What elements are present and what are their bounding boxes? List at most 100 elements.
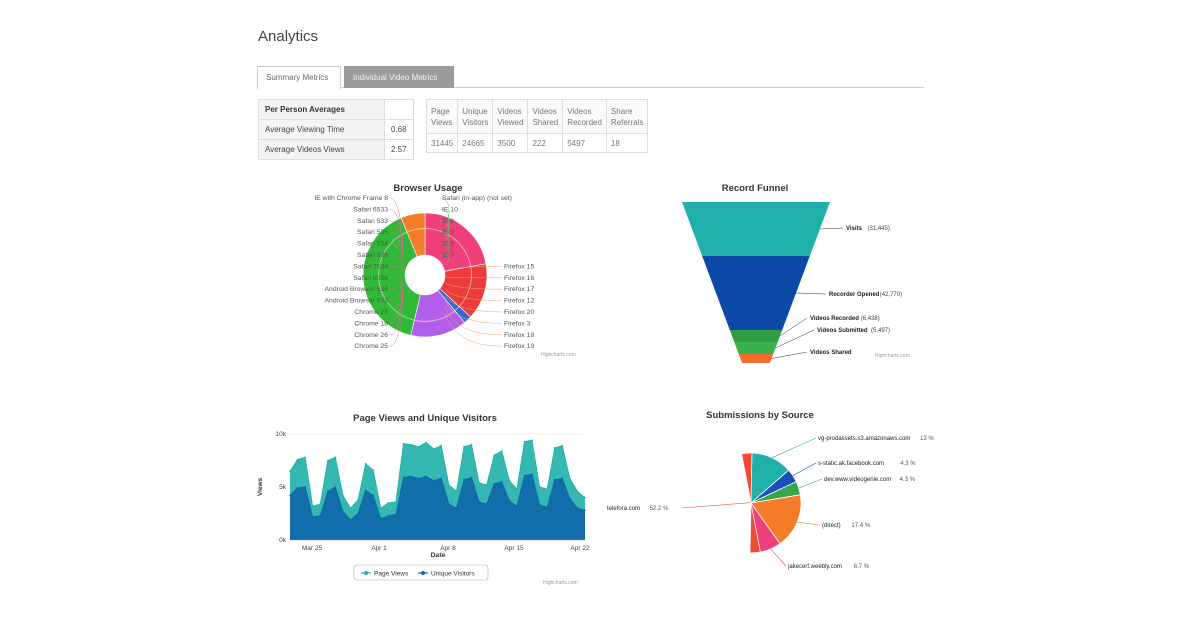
browser-label: IE 6: [442, 241, 454, 248]
data-point: [364, 489, 367, 491]
data-point: [327, 490, 329, 493]
funnel-connector: [819, 227, 844, 230]
chart-credit[interactable]: Highcharts.com: [543, 580, 578, 586]
funnel-label: Videos Submitted: [817, 328, 868, 334]
browser-label: Chrome 18: [354, 320, 388, 327]
pie-percent: 4.3 %: [900, 461, 916, 467]
data-point: [508, 499, 511, 502]
data-point: [508, 479, 511, 482]
data-point: [500, 450, 503, 452]
series-line: [289, 473, 586, 521]
x-axis-label: Date: [431, 552, 446, 559]
tab-individual-video-metrics[interactable]: Individual Video Metrics: [344, 66, 454, 88]
x-tick-label: Mar 25: [302, 545, 323, 552]
donut-ring: [454, 306, 460, 312]
data-point: [523, 440, 526, 443]
label-connector: [389, 254, 404, 266]
data-point: [516, 488, 518, 490]
data-point: [531, 473, 533, 476]
label-connector: [444, 266, 503, 272]
column-header: Videos Shared: [527, 99, 564, 134]
data-point: [455, 507, 458, 509]
donut-slice: [424, 212, 487, 272]
label-connector: [439, 209, 450, 242]
page-title: Analytics: [258, 28, 319, 45]
browser-label: Firefox 18: [504, 332, 534, 339]
pie-label: dev.www.videogenie.com: [824, 477, 891, 483]
pie-percent: 6.7 %: [854, 564, 870, 570]
data-point: [432, 479, 435, 482]
pie-label: vg-prodassets.s3.amazonaws.com: [818, 436, 910, 442]
y-axis-label: Views: [257, 477, 264, 496]
data-point: [478, 481, 480, 484]
area-series: [290, 474, 585, 540]
metric-value: 18: [605, 133, 649, 153]
funnel-label: Recorder Opened: [829, 292, 880, 298]
metric-value: 24665: [457, 133, 494, 153]
data-point: [516, 505, 518, 507]
legend-label: Unique Visitors: [431, 571, 475, 578]
funnel-segment: [729, 330, 783, 342]
browser-label: Firefox 12: [504, 298, 534, 305]
label-connector: [389, 272, 404, 279]
data-point: [485, 484, 488, 486]
chart-title: Record Funnel: [721, 183, 789, 194]
browser-label: Safari 8536: [353, 275, 388, 282]
data-point: [440, 444, 443, 447]
page-views-plot: 0k 5k 10k Views Mar 25 Apr 1 Apr 8 Apr 15 Apr 22…: [257, 431, 590, 581]
data-point: [561, 477, 564, 480]
series-line: [289, 439, 586, 509]
legend-marker: [421, 571, 425, 575]
label-connector: [439, 231, 450, 254]
label-connector: [444, 276, 503, 279]
data-point: [470, 443, 473, 446]
pie-connector: [770, 548, 787, 567]
chart-title: Browser Usage: [393, 183, 463, 194]
data-point: [334, 456, 337, 459]
browser-label: Safari 534: [357, 241, 388, 248]
browser-label: Safari 533: [357, 218, 388, 225]
label-connector: [389, 231, 404, 258]
browser-label: Safari (in-app) (not set): [442, 195, 512, 202]
browser-label: Chrome 26: [354, 332, 388, 339]
data-point: [395, 501, 397, 503]
data-point: [364, 462, 367, 465]
browser-label: Android Browser 533: [325, 298, 389, 305]
data-point: [546, 488, 548, 490]
data-point: [531, 439, 533, 442]
browser-label: Safari 6533: [353, 206, 388, 213]
data-point: [319, 503, 322, 505]
browser-label: Firefox 20: [504, 309, 534, 316]
tab-summary-metrics[interactable]: Summary Metrics: [257, 66, 341, 89]
column-header: Unique Visitors: [457, 99, 494, 134]
funnel-label: Videos Recorded: [810, 316, 859, 322]
metric-value: 3500: [492, 133, 529, 153]
browser-label: Firefox 17: [504, 286, 534, 293]
browser-label: Safari 536: [357, 252, 388, 259]
chart-credit[interactable]: Highcharts.com: [875, 353, 910, 359]
browser-label: Chrome 25: [354, 343, 388, 350]
data-point: [410, 443, 412, 446]
label-connector: [444, 300, 503, 324]
donut-slice: [362, 217, 421, 336]
pie-label: telefora.com: [607, 506, 640, 512]
label-connector: [444, 288, 503, 301]
data-point: [417, 445, 420, 448]
funnel-value: (31,445): [868, 226, 890, 232]
label-connector: [389, 209, 404, 250]
label-connector: [439, 220, 450, 248]
chart-title: Submissions by Source: [706, 410, 814, 421]
chart-credit[interactable]: Highcharts.com: [541, 352, 576, 358]
browser-label: IE 7: [442, 252, 454, 259]
data-point: [538, 486, 541, 488]
browser-usage-plot: IE with Chrome Frame 8 Safari 6533 Safari …: [314, 195, 534, 350]
browser-label: IE 10: [442, 206, 458, 213]
data-point: [342, 494, 344, 497]
data-point: [455, 490, 458, 493]
y-tick-label: 5k: [279, 484, 287, 491]
donut-ring: [414, 310, 456, 322]
data-point: [357, 512, 359, 515]
browser-label: Firefox 16: [504, 275, 534, 282]
donut-ring: [406, 228, 425, 233]
data-point: [493, 483, 496, 485]
